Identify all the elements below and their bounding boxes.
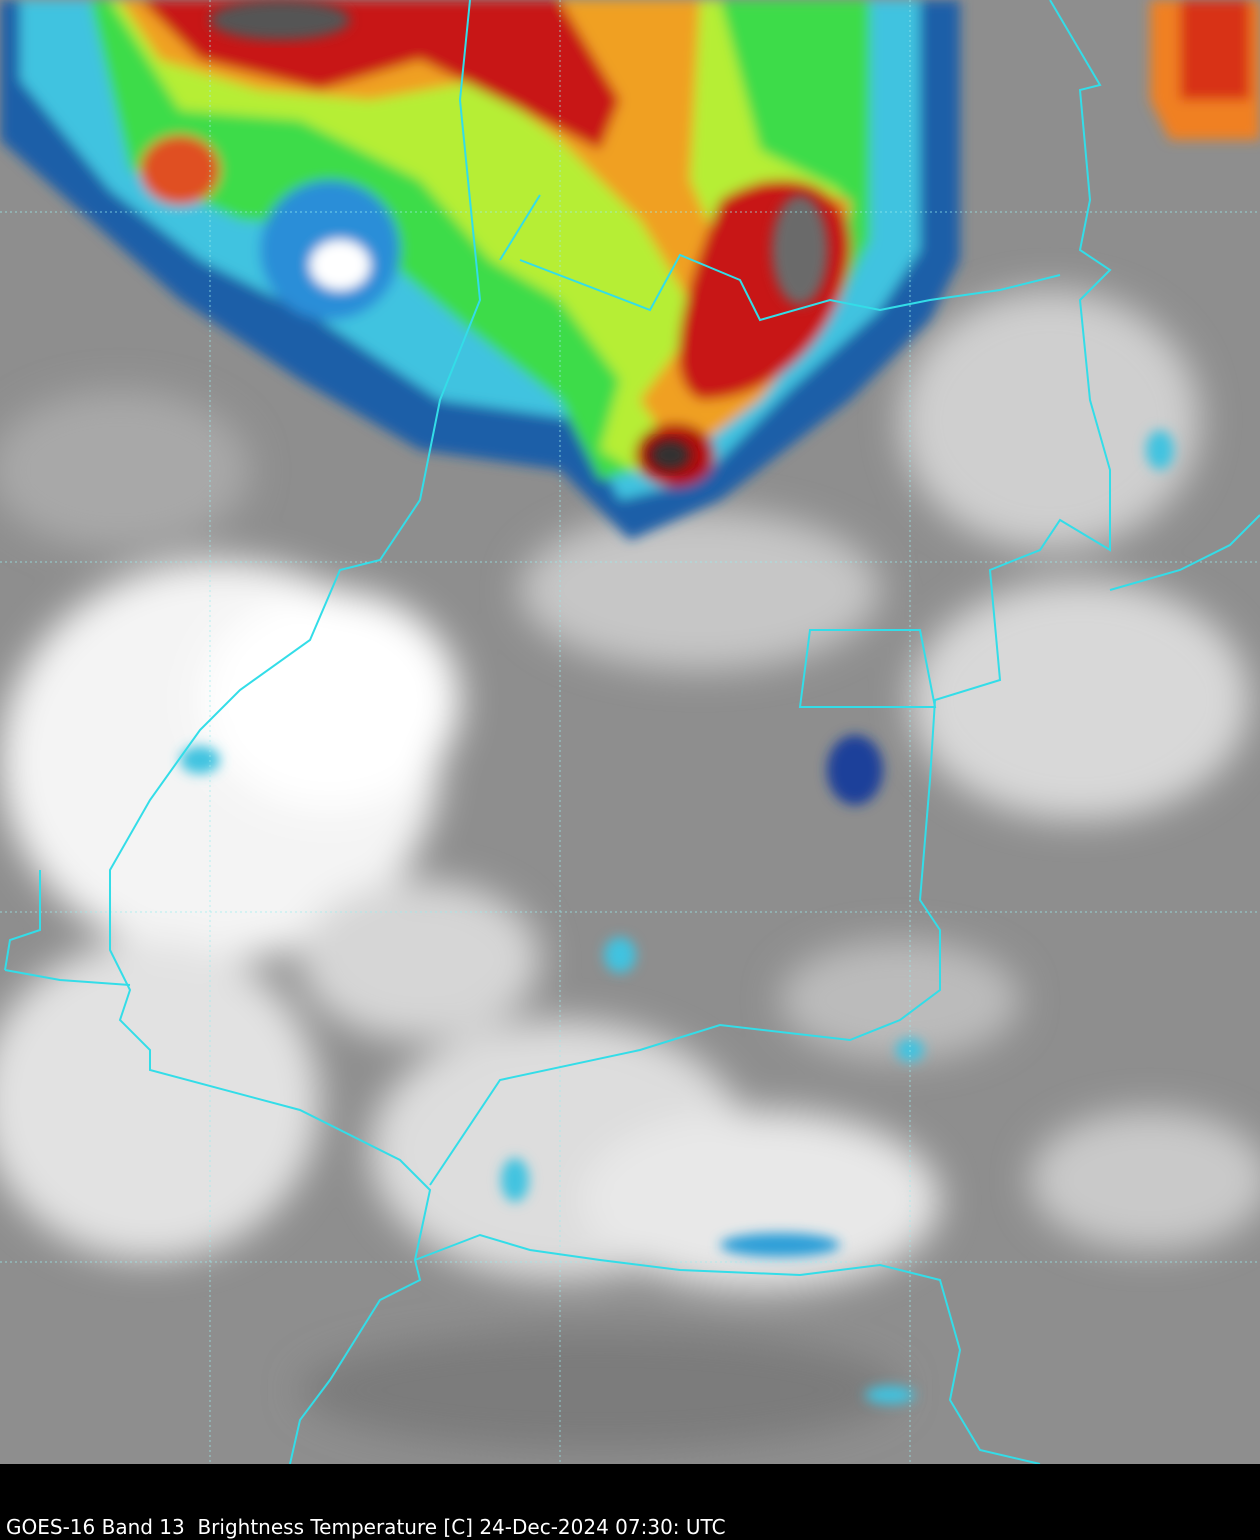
cloud-field [0, 290, 1260, 1450]
borders [4, 0, 1260, 1464]
satellite-image [0, 0, 1260, 1464]
caption: GOES-16 Band 13 Brightness Temperature [… [6, 1515, 726, 1539]
graticule [0, 0, 1260, 1464]
cold-spots [180, 430, 1174, 1404]
